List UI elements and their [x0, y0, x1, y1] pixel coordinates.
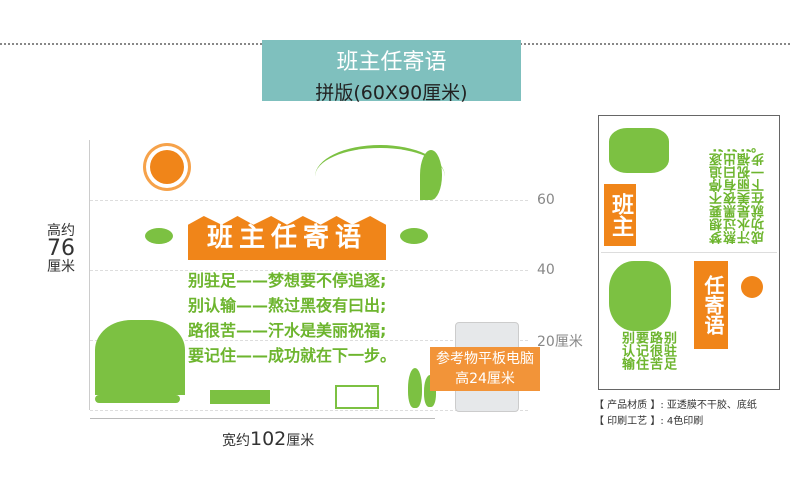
tablet-label: 参考物平板电脑 高24厘米: [430, 347, 540, 391]
panel-students: [609, 261, 671, 331]
panel-line: 熬过黑夜有曰出;: [724, 147, 739, 244]
gridline-20: [90, 340, 528, 341]
panel-top-text: 梦想要不停追逐; 熬过黑夜有曰出; 汗水是美丽祝福; 成功就在下一步。: [710, 124, 767, 244]
tree-icon: [408, 368, 422, 408]
tick-20: 20厘米: [537, 334, 583, 350]
panel-line: 汗水是美丽祝福;: [738, 147, 753, 244]
tablet-label-line2: 高24厘米: [455, 371, 515, 387]
bird-icon: [400, 228, 428, 244]
width-prefix: 宽约: [222, 433, 250, 449]
panel-line: 梦想要不停追逐;: [710, 147, 725, 244]
width-value: 102: [250, 428, 287, 450]
leaf-icon: [420, 150, 442, 200]
panel-line: 别驻足: [661, 331, 676, 370]
bird-icon: [145, 228, 173, 244]
quote-line: 别驻足——梦想要不停追逐;: [188, 271, 387, 290]
tick-60: 60: [537, 192, 555, 208]
artwork-quotes: 别驻足——梦想要不停追逐; 别认输——熬过黑夜有曰出; 路很苦——汗水是美丽祝福…: [188, 268, 396, 368]
height-unit: 厘米: [47, 259, 75, 275]
tablet-label-line1: 参考物平板电脑: [436, 351, 534, 367]
gridline-40: [90, 270, 528, 271]
gridline-60: [90, 200, 528, 201]
spec-material: 【 产品材质 】: 亚透膜不干胶、底纸: [594, 396, 757, 411]
height-label: 高约 76 厘米: [45, 222, 77, 276]
artwork-banner: 班主任寄语: [188, 216, 386, 260]
spec-value: 亚透膜不干胶、底纸: [666, 400, 757, 411]
quote-line: 别认输——熬过黑夜有曰出;: [188, 296, 387, 315]
layout-preview-panel: 梦想要不停追逐; 熬过黑夜有曰出; 汗水是美丽祝福; 成功就在下一步。 班主 任…: [598, 115, 780, 390]
panel-top-banner: 班主: [604, 184, 636, 246]
spec-label: 【 产品材质 】:: [594, 400, 664, 411]
height-ruler: [89, 140, 90, 410]
quote-line: 路很苦——汗水是美丽祝福;: [188, 321, 387, 340]
width-unit: 厘米: [286, 433, 315, 449]
subtitle: 拼版(60X90厘米): [315, 82, 468, 104]
panel-line: 别认输: [619, 331, 634, 370]
panel-line: 成功就在下一步。: [752, 140, 767, 244]
spec-printing: 【 印刷工艺 】: 4色印刷: [594, 412, 703, 427]
width-label: 宽约102厘米: [222, 428, 314, 450]
title-box: 班主任寄语 拼版(60X90厘米): [262, 40, 521, 104]
height-value: 76: [47, 236, 75, 261]
tick-40: 40: [537, 262, 555, 278]
students-silhouette: [95, 320, 185, 395]
spec-label: 【 印刷工艺 】:: [594, 416, 664, 427]
panel-bottom-banner: 任寄语: [694, 261, 728, 349]
book-base: [95, 395, 180, 403]
gridline-0: [90, 410, 528, 411]
title: 班主任寄语: [336, 50, 447, 75]
panel-line: 要记住: [633, 331, 648, 370]
vine-decoration: [315, 145, 445, 208]
width-ruler: [90, 418, 435, 419]
panel-sun-icon: [741, 276, 763, 298]
panel-bottom-text: 别驻足 路很苦 要记住 别认输: [619, 331, 676, 386]
spec-value: 4色印刷: [666, 416, 704, 427]
sun-icon: [150, 150, 184, 184]
panel-line: 路很苦: [647, 331, 662, 370]
books-icon: [210, 390, 270, 404]
height-prefix: 高约: [47, 223, 75, 239]
panel-divider: [601, 252, 777, 253]
panel-leaves: [609, 128, 669, 173]
open-book-icon: [335, 385, 379, 409]
quote-line: 要记住——成功就在下一步。: [188, 346, 397, 365]
